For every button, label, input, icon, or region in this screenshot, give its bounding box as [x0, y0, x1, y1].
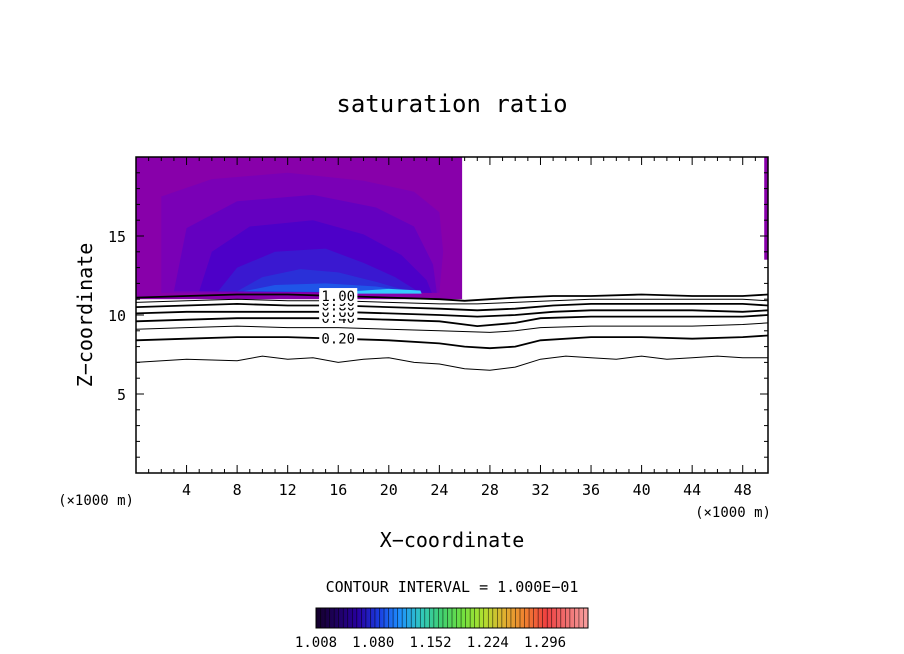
contour-labels: 0.200.400.600.800.901.00 [319, 288, 358, 348]
x-tick-label: 16 [329, 481, 347, 499]
x-tick-label: 4 [182, 481, 191, 499]
colorbar-label: 1.080 [352, 635, 394, 651]
x-axis-label: X−coordinate [380, 528, 525, 552]
x-tick-label: 12 [279, 481, 297, 499]
contour-label-0.2: 0.20 [321, 332, 355, 348]
colorbar-labels: 1.008 1.080 1.152 1.224 1.296 [295, 635, 566, 651]
contour-line-0.1 [135, 355, 768, 371]
axis-ticks [136, 157, 768, 473]
colorbar-label: 1.152 [409, 635, 451, 651]
edge-fill [764, 157, 768, 260]
x-unit-label: (×1000 m) [695, 505, 771, 521]
x-tick-label: 40 [633, 481, 651, 499]
y-tick-label: 15 [108, 228, 126, 246]
contour-label-bg [319, 330, 358, 346]
y-tick-label: 10 [108, 307, 126, 325]
colorbar-frame [315, 607, 589, 629]
contour-line-0.2 [135, 334, 769, 350]
filled-contours [136, 157, 768, 300]
colorbar-label: 1.008 [295, 635, 337, 651]
contour-line-0.6 [135, 309, 769, 318]
chart-title: saturation ratio [336, 90, 567, 118]
colorbar-label: 1.224 [467, 635, 509, 651]
y-tick-labels: 5 10 15 [108, 228, 126, 404]
y-axis-label: Z−coordinate [73, 243, 97, 388]
contour-label-bg [319, 288, 358, 304]
contour-lines [135, 293, 769, 371]
contour-line-1 [135, 293, 769, 302]
x-tick-label: 44 [683, 481, 701, 499]
x-tick-label: 32 [531, 481, 549, 499]
contour-label-1: 1.00 [321, 289, 355, 305]
contour-line-0.3 [135, 322, 769, 333]
y-tick-label: 5 [117, 386, 126, 404]
fill-band-7 [338, 288, 422, 294]
x-tick-label: 36 [582, 481, 600, 499]
contour-line-0.8 [135, 302, 769, 312]
x-tick-label: 28 [481, 481, 499, 499]
x-tick-labels: 4 8 12 16 20 24 28 32 36 40 44 48 [182, 481, 752, 499]
x-tick-label: 20 [380, 481, 398, 499]
colorbar-label: 1.296 [524, 635, 566, 651]
y-unit-label: (×1000 m) [58, 493, 134, 509]
contour-interval-label: CONTOUR INTERVAL = 1.000E−01 [326, 578, 579, 596]
x-tick-label: 48 [734, 481, 752, 499]
contour-line-0.4 [135, 314, 769, 328]
x-tick-label: 8 [233, 481, 242, 499]
colorbar [315, 607, 589, 629]
contour-line-0.9 [135, 298, 769, 305]
x-tick-label: 24 [430, 481, 448, 499]
